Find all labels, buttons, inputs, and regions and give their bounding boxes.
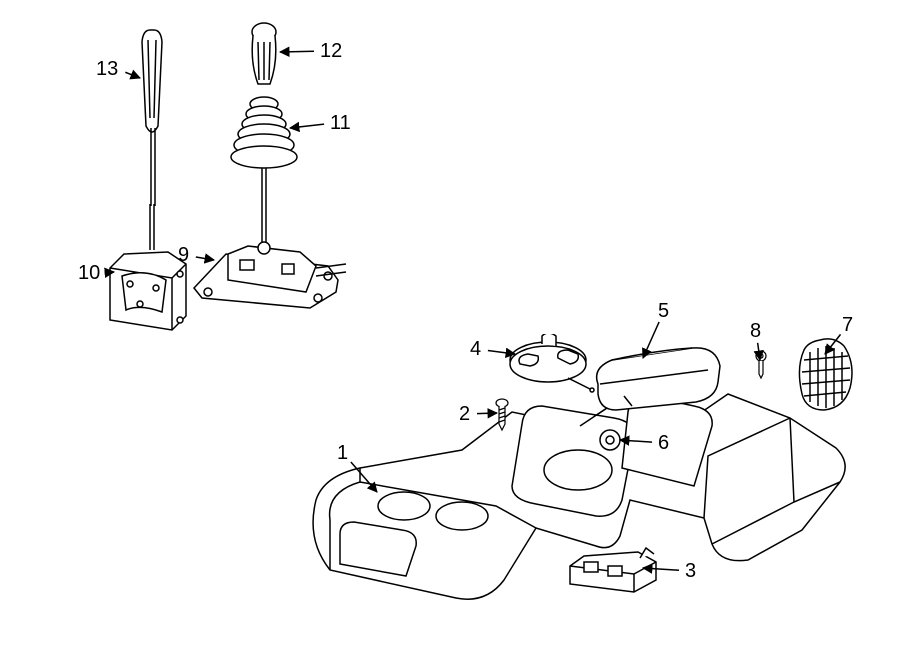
callout-arrow-3: [643, 568, 679, 570]
callout-label-7: 7: [842, 314, 853, 337]
callout-arrow-11: [290, 124, 324, 128]
callout-arrow-7: [825, 334, 841, 354]
callout-label-3: 3: [685, 560, 696, 583]
callout-arrow-8: [758, 343, 760, 360]
callout-arrow-9: [196, 257, 214, 260]
callout-label-6: 6: [658, 432, 669, 455]
callout-label-2: 2: [459, 403, 470, 426]
callout-label-10: 10: [78, 262, 100, 285]
callout-arrow-6: [620, 440, 652, 442]
callout-label-11: 11: [330, 112, 351, 135]
callout-label-13: 13: [96, 58, 118, 81]
callout-arrow-12: [280, 51, 314, 52]
callout-label-4: 4: [470, 338, 481, 361]
callout-label-12: 12: [320, 40, 342, 63]
callout-arrows: [0, 0, 900, 661]
callout-label-5: 5: [658, 300, 669, 323]
callout-label-1: 1: [337, 442, 348, 465]
callout-arrow-4: [488, 351, 515, 354]
callout-arrow-2: [477, 413, 497, 414]
callout-arrow-1: [351, 462, 377, 492]
callout-label-8: 8: [750, 320, 761, 343]
callout-arrow-10: [108, 272, 114, 273]
callout-arrow-13: [125, 72, 140, 78]
callout-label-9: 9: [178, 244, 189, 267]
callout-arrow-5: [643, 322, 659, 358]
